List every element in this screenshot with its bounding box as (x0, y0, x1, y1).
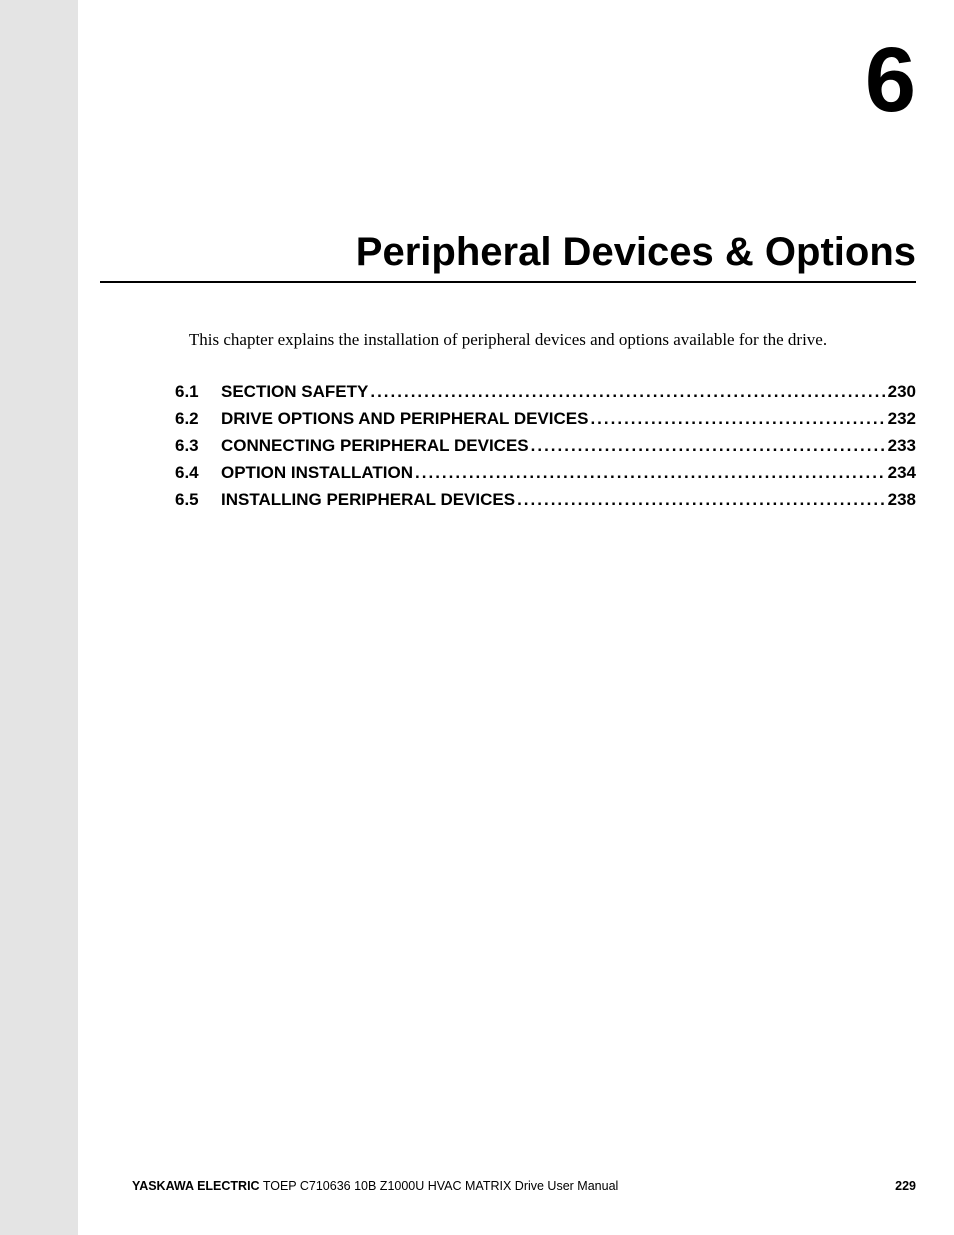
toc-entry-title: CONNECTING PERIPHERAL DEVICES (221, 436, 529, 456)
chapter-intro: This chapter explains the installation o… (100, 330, 916, 350)
toc-leader-dots (590, 409, 885, 429)
toc-leader-dots (531, 436, 886, 456)
toc-entry-number: 6.2 (175, 409, 221, 429)
toc-entry-title: SECTION SAFETY (221, 382, 368, 402)
toc-leader-dots (415, 463, 886, 483)
toc-entry-title: OPTION INSTALLATION (221, 463, 413, 483)
toc-entry-page: 232 (888, 409, 916, 429)
table-of-contents: 6.1SECTION SAFETY 230 6.2DRIVE OPTIONS AND… (175, 382, 916, 517)
chapter-title: Peripheral Devices & Options (100, 230, 916, 283)
toc-row: 6.2DRIVE OPTIONS AND PERIPHERAL DEVICES 2… (175, 409, 916, 429)
toc-entry-page: 230 (888, 382, 916, 402)
toc-entry-page: 234 (888, 463, 916, 483)
footer-page-number: 229 (895, 1179, 916, 1193)
left-margin-band (0, 0, 78, 1235)
toc-entry-page: 238 (888, 490, 916, 510)
toc-entry-page: 233 (888, 436, 916, 456)
chapter-title-wrap: Peripheral Devices & Options (100, 230, 916, 283)
footer-doc: TOEP C710636 10B Z1000U HVAC MATRIX Driv… (260, 1179, 619, 1193)
toc-entry-title: INSTALLING PERIPHERAL DEVICES (221, 490, 515, 510)
toc-leader-dots (517, 490, 886, 510)
toc-row: 6.3CONNECTING PERIPHERAL DEVICES 233 (175, 436, 916, 456)
toc-row: 6.4OPTION INSTALLATION 234 (175, 463, 916, 483)
toc-row: 6.5INSTALLING PERIPHERAL DEVICES 238 (175, 490, 916, 510)
toc-entry-number: 6.1 (175, 382, 221, 402)
toc-entry-title: DRIVE OPTIONS AND PERIPHERAL DEVICES (221, 409, 588, 429)
toc-leader-dots (370, 382, 885, 402)
toc-entry-number: 6.4 (175, 463, 221, 483)
toc-entry-number: 6.5 (175, 490, 221, 510)
footer-left: YASKAWA ELECTRIC TOEP C710636 10B Z1000U… (132, 1179, 618, 1193)
chapter-number: 6 (865, 34, 916, 126)
toc-row: 6.1SECTION SAFETY 230 (175, 382, 916, 402)
page-footer: YASKAWA ELECTRIC TOEP C710636 10B Z1000U… (132, 1179, 916, 1193)
toc-entry-number: 6.3 (175, 436, 221, 456)
document-page: 6 Peripheral Devices & Options This chap… (0, 0, 954, 1235)
footer-brand: YASKAWA ELECTRIC (132, 1179, 260, 1193)
